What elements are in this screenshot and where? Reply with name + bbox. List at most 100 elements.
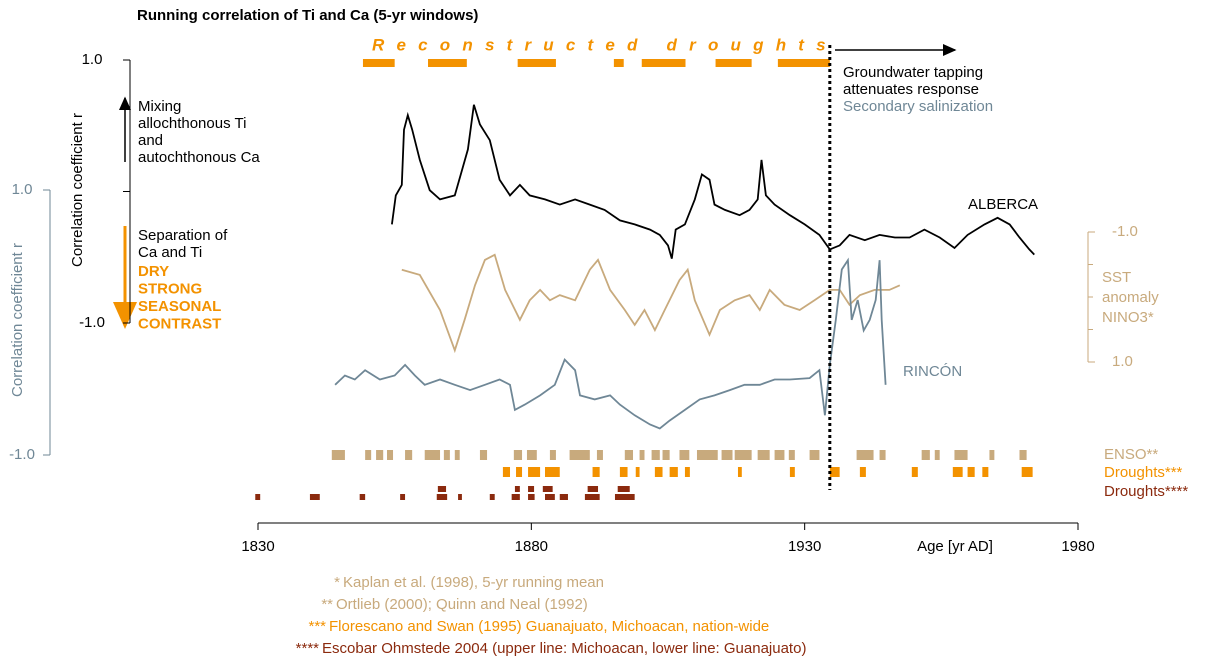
event-bar [734, 450, 752, 460]
event-bar [613, 59, 624, 67]
legend-label: Droughts*** [1104, 464, 1183, 481]
event-bar [365, 450, 372, 460]
event-bar [829, 467, 840, 477]
event-bar [859, 467, 866, 477]
y-tick-label: -1.0 [1112, 223, 1138, 240]
event-bar [635, 467, 640, 477]
event-bar [545, 467, 560, 477]
x-tick-label: 1930 [788, 538, 821, 555]
event-bar [479, 450, 488, 460]
event-bar [624, 450, 634, 460]
event-bar [592, 467, 600, 477]
event-bar [545, 494, 555, 500]
event-bar [774, 450, 785, 460]
event-bar [542, 486, 553, 492]
event-bar [669, 467, 678, 477]
event-bar [982, 467, 989, 477]
series-line [334, 257, 887, 430]
event-bar [952, 467, 963, 477]
event-bar [954, 450, 968, 460]
x-axis-label: Age [yr AD] [917, 538, 993, 555]
y-axis-label: Correlation coefficient r [9, 243, 26, 397]
legend-label: Droughts**** [1104, 483, 1188, 500]
event-bar [331, 450, 345, 460]
event-label: Reconstructed droughts [372, 35, 838, 54]
annotation: and [138, 132, 163, 149]
annotation: attenuates response [843, 81, 979, 98]
event-bar [641, 59, 686, 67]
legend-label: ENSO** [1104, 446, 1158, 463]
event-bar [362, 59, 395, 67]
event-bar [424, 450, 441, 460]
annotation: Groundwater tapping [843, 64, 983, 81]
footnote: Ortlieb (2000); Quinn and Neal (1992) [336, 596, 588, 613]
event-bar [639, 450, 645, 460]
event-bar [454, 450, 460, 460]
footnote: Kaplan et al. (1998), 5-yr running mean [343, 574, 604, 591]
event-bar [587, 486, 599, 492]
event-bar [584, 494, 600, 500]
series-line [401, 253, 901, 354]
annotation: SEASONAL [138, 298, 221, 315]
event-bar [400, 494, 406, 500]
label-line: SST [1102, 269, 1131, 286]
event-bar [654, 467, 663, 477]
event-bar [617, 486, 630, 492]
y-tick-label: 1.0 [1112, 353, 1133, 370]
event-bar [737, 467, 742, 477]
event-bar [443, 450, 450, 460]
event-bar [559, 494, 568, 500]
event-bar [436, 494, 448, 500]
event-bar [619, 467, 628, 477]
event-bar [777, 59, 830, 67]
annotation: Ca and Ti [138, 244, 202, 261]
event-bar [1019, 450, 1027, 460]
event-bar [651, 450, 660, 460]
event-bar [911, 467, 918, 477]
event-bar [376, 450, 384, 460]
y-axis-label: Correlation coefficient r [69, 113, 86, 267]
event-bar [511, 494, 520, 500]
event-bar [696, 450, 718, 460]
event-bar [513, 450, 523, 460]
series-label: ALBERCA [968, 196, 1038, 213]
x-tick-label: 1880 [515, 538, 548, 555]
x-tick-label: 1980 [1061, 538, 1094, 555]
event-bar [514, 486, 520, 492]
event-bar [662, 450, 670, 460]
event-bar [614, 494, 635, 500]
footnote-marker: **** [296, 640, 320, 657]
y-tick-label: 1.0 [12, 181, 33, 198]
annotation: DRY [138, 263, 169, 280]
y-tick-label: 1.0 [82, 51, 103, 68]
annotation: Separation of [138, 227, 228, 244]
event-bar [528, 494, 535, 500]
event-bar [721, 450, 733, 460]
event-bar [715, 59, 752, 67]
event-bar [528, 467, 541, 477]
event-bar [549, 450, 556, 460]
footnote-marker: *** [308, 618, 326, 635]
event-bar [458, 494, 462, 500]
series-label: RINCÓN [903, 363, 962, 380]
event-bar [757, 450, 770, 460]
x-tick-label: 1830 [241, 538, 274, 555]
event-bar [405, 450, 413, 460]
annotation: autochthonous Ca [138, 149, 260, 166]
event-bar [526, 450, 537, 460]
series-line [391, 104, 1035, 259]
event-bar [387, 450, 394, 460]
event-bar [989, 450, 995, 460]
event-bar [879, 450, 886, 460]
event-bar [596, 450, 603, 460]
event-bar [788, 450, 795, 460]
event-bar [437, 486, 447, 492]
event-bar [255, 494, 261, 500]
event-bar [967, 467, 975, 477]
series-label: SST anomaly NINO3* [1102, 269, 1159, 326]
annotation: Mixing [138, 98, 181, 115]
y-tick-label: -1.0 [79, 314, 105, 331]
event-bar [684, 467, 690, 477]
footnote: Escobar Ohmstede 2004 (upper line: Micho… [322, 640, 806, 657]
